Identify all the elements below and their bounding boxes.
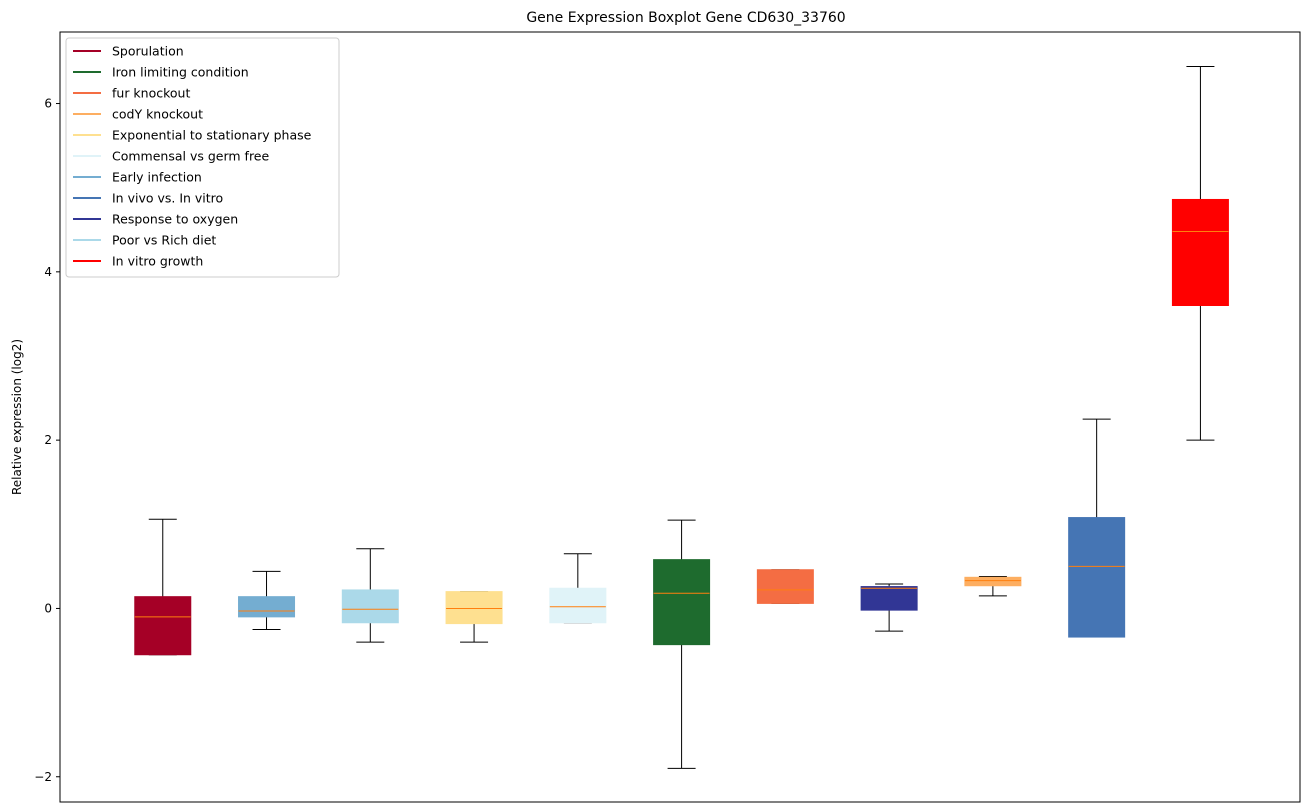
iqr-box: [653, 559, 711, 646]
box-response-to-oxygen: [860, 583, 918, 632]
y-tick-label: 4: [44, 265, 52, 279]
iqr-box: [238, 596, 296, 618]
box-in-vivo-vs-in-vitro: [1068, 418, 1126, 638]
legend-entry: Iron limiting condition: [73, 65, 249, 80]
iqr-box: [1171, 198, 1229, 306]
iqr-box: [1068, 517, 1126, 638]
legend-label: fur knockout: [112, 86, 190, 101]
legend-label: Exponential to stationary phase: [112, 128, 312, 143]
box-cody-knockout: [964, 575, 1022, 597]
legend-entry: In vitro growth: [73, 254, 203, 269]
legend-entry: Commensal vs germ free: [73, 149, 269, 164]
iqr-box: [445, 591, 503, 625]
y-tick-label: 2: [44, 433, 52, 447]
legend-label: Commensal vs germ free: [112, 149, 269, 164]
legend-entry: codY knockout: [73, 107, 203, 122]
iqr-box: [756, 569, 814, 604]
box-exponential-to-stationary-phase: [445, 591, 503, 643]
legend-label: In vivo vs. In vitro: [112, 191, 223, 206]
legend-entry: fur knockout: [73, 86, 190, 101]
legend-entry: Early infection: [73, 170, 202, 185]
iqr-box: [341, 589, 399, 624]
box-poor-vs-rich-diet: [341, 548, 399, 643]
y-tick-label: −2: [34, 770, 52, 784]
legend-label: Poor vs Rich diet: [112, 233, 216, 248]
legend-entry: Exponential to stationary phase: [73, 128, 312, 143]
plot-area-frame: [59, 31, 1301, 803]
legend-entry: Sporulation: [73, 44, 184, 59]
legend-label: In vitro growth: [112, 254, 203, 269]
legend-entry: Response to oxygen: [73, 212, 238, 227]
y-tick-label: 6: [44, 97, 52, 111]
box-commensal-vs-germ-free: [549, 553, 607, 624]
legend: Sporulation Iron limiting condition fur kn…: [65, 37, 340, 278]
box-iron-limiting-condition: [653, 519, 711, 769]
box-fur-knockout: [756, 569, 814, 604]
y-axis-label: Relative expression (log2): [10, 339, 24, 495]
y-tick-label: 0: [44, 601, 52, 615]
legend-label: Sporulation: [112, 44, 184, 59]
chart-title: Gene Expression Boxplot Gene CD630_33760: [526, 10, 845, 26]
legend-frame: [65, 37, 340, 278]
iqr-box: [860, 586, 918, 611]
iqr-box: [549, 587, 607, 624]
legend-label: Response to oxygen: [112, 212, 238, 227]
iqr-box: [134, 596, 192, 656]
iqr-box: [964, 576, 1022, 587]
box-in-vitro-growth: [1171, 66, 1229, 441]
legend-entry: Poor vs Rich diet: [73, 233, 216, 248]
legend-label: Early infection: [112, 170, 202, 185]
legend-entry: In vivo vs. In vitro: [73, 191, 223, 206]
legend-label: Iron limiting condition: [112, 65, 249, 80]
legend-label: codY knockout: [112, 107, 203, 122]
box-early-infection: [238, 570, 296, 630]
box-sporulation: [134, 518, 192, 656]
